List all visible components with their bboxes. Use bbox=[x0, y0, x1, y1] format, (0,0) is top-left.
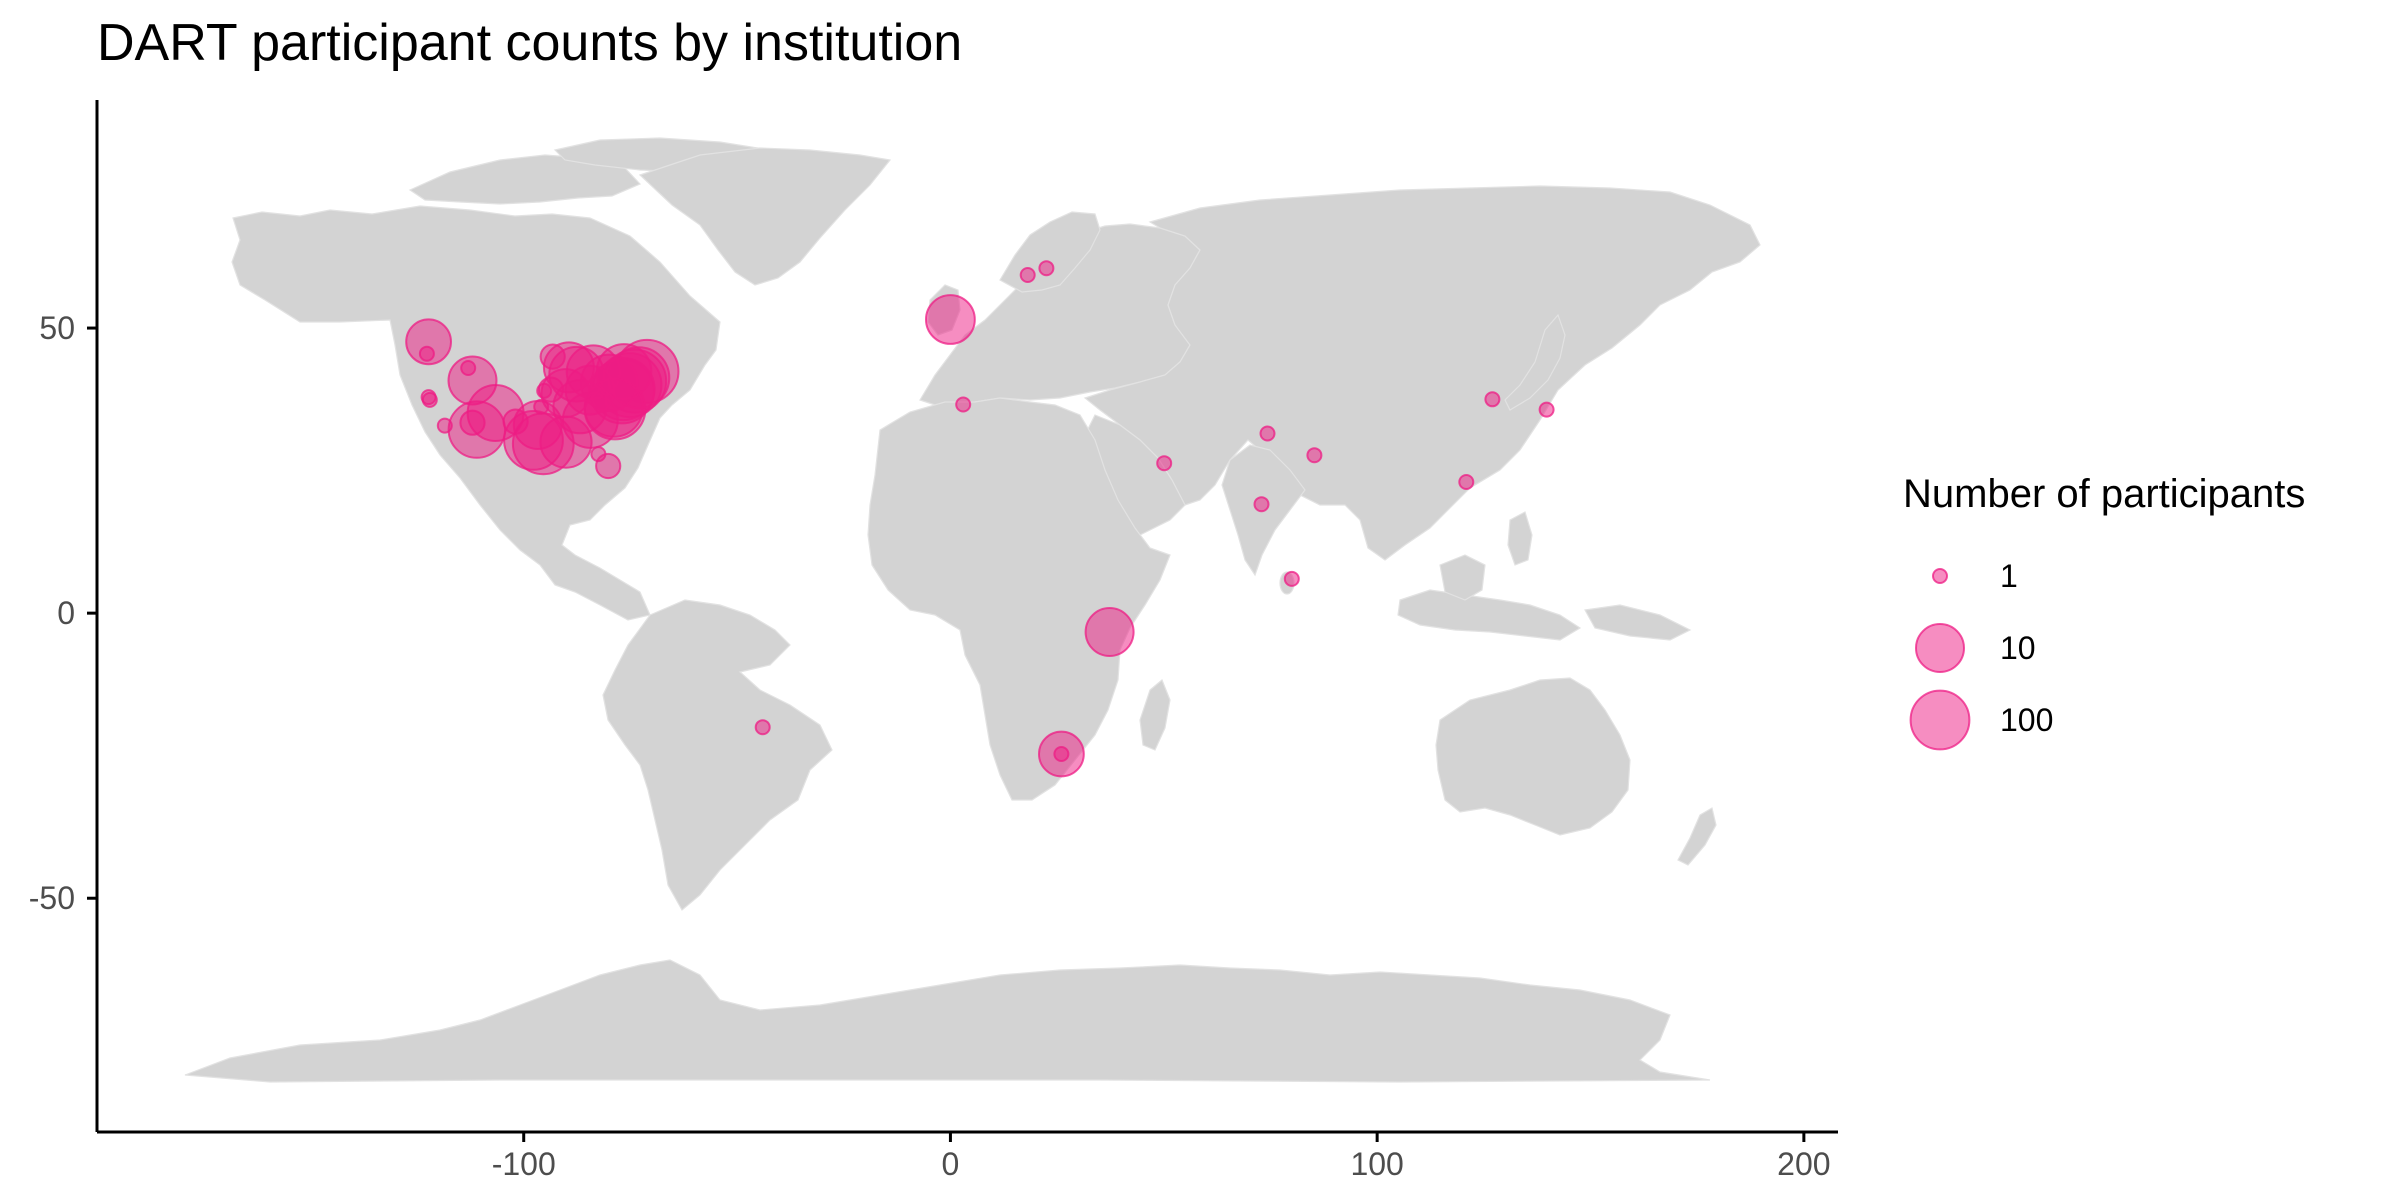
participant-point bbox=[1484, 391, 1501, 408]
land-philippines bbox=[1507, 511, 1533, 566]
legend-key-circle bbox=[1932, 568, 1948, 584]
participant-point bbox=[1019, 267, 1036, 283]
participant-point bbox=[502, 408, 529, 435]
participant-point bbox=[590, 446, 607, 463]
legend-entries: 1 10 100 bbox=[1909, 558, 2053, 751]
participant-point bbox=[539, 343, 566, 370]
land-indonesia bbox=[1397, 589, 1582, 641]
legend-key-circle bbox=[1909, 689, 1971, 751]
x-tick-label: 200 bbox=[1777, 1146, 1830, 1182]
y-tick-label: 50 bbox=[39, 310, 75, 346]
participant-point bbox=[460, 360, 477, 376]
land-new-guinea bbox=[1584, 604, 1692, 641]
x-tick-label: 0 bbox=[942, 1146, 960, 1182]
legend-key-label: 10 bbox=[2000, 630, 2036, 666]
participant-points bbox=[405, 260, 1555, 778]
participant-point bbox=[1306, 447, 1323, 464]
land-asia bbox=[1083, 185, 1761, 561]
x-axis-ticks: -100 0 100 200 bbox=[492, 1132, 1831, 1182]
participant-point bbox=[1538, 401, 1555, 418]
participant-point bbox=[1084, 607, 1135, 657]
land-borneo bbox=[1439, 554, 1486, 601]
participant-point bbox=[1053, 746, 1070, 762]
legend-key-circle bbox=[1915, 623, 1965, 673]
land-madagascar bbox=[1139, 679, 1171, 751]
land-arctic-islands bbox=[408, 154, 642, 205]
land-africa bbox=[867, 397, 1171, 801]
x-tick-label: 100 bbox=[1350, 1146, 1403, 1182]
y-tick-label: 0 bbox=[57, 595, 75, 631]
participant-point bbox=[955, 396, 972, 413]
participant-point bbox=[536, 382, 553, 399]
participant-point bbox=[436, 417, 453, 434]
participant-point bbox=[533, 398, 550, 415]
participant-point bbox=[405, 318, 453, 366]
participant-point bbox=[1253, 496, 1270, 513]
y-axis-ticks: 50 0 -50 bbox=[29, 310, 97, 916]
participant-point bbox=[754, 719, 771, 736]
land-greenland bbox=[638, 147, 892, 286]
y-tick-label: -50 bbox=[29, 880, 75, 916]
world-land-layer bbox=[184, 137, 1761, 1083]
participant-point bbox=[1156, 455, 1173, 472]
participant-point bbox=[459, 409, 486, 436]
land-australia bbox=[1435, 677, 1631, 836]
participant-point bbox=[1283, 570, 1300, 587]
legend-key-label: 100 bbox=[2000, 702, 2053, 738]
participant-point bbox=[418, 345, 435, 362]
land-south-america bbox=[602, 599, 833, 911]
participant-point bbox=[1038, 260, 1055, 277]
map-title: DART participant counts by institution bbox=[97, 14, 962, 72]
participant-point bbox=[1458, 474, 1475, 490]
legend-key-label: 1 bbox=[2000, 558, 2018, 594]
land-new-zealand bbox=[1677, 807, 1717, 866]
participant-point bbox=[421, 391, 438, 408]
legend-title: Number of participants bbox=[1903, 472, 2305, 516]
land-antarctica bbox=[184, 959, 1711, 1083]
land-japan bbox=[1504, 313, 1566, 411]
x-tick-label: -100 bbox=[492, 1146, 556, 1182]
legend: Number of participants 1 10 100 bbox=[1903, 472, 2305, 751]
participant-point bbox=[1259, 425, 1276, 442]
participant-point bbox=[925, 294, 976, 345]
